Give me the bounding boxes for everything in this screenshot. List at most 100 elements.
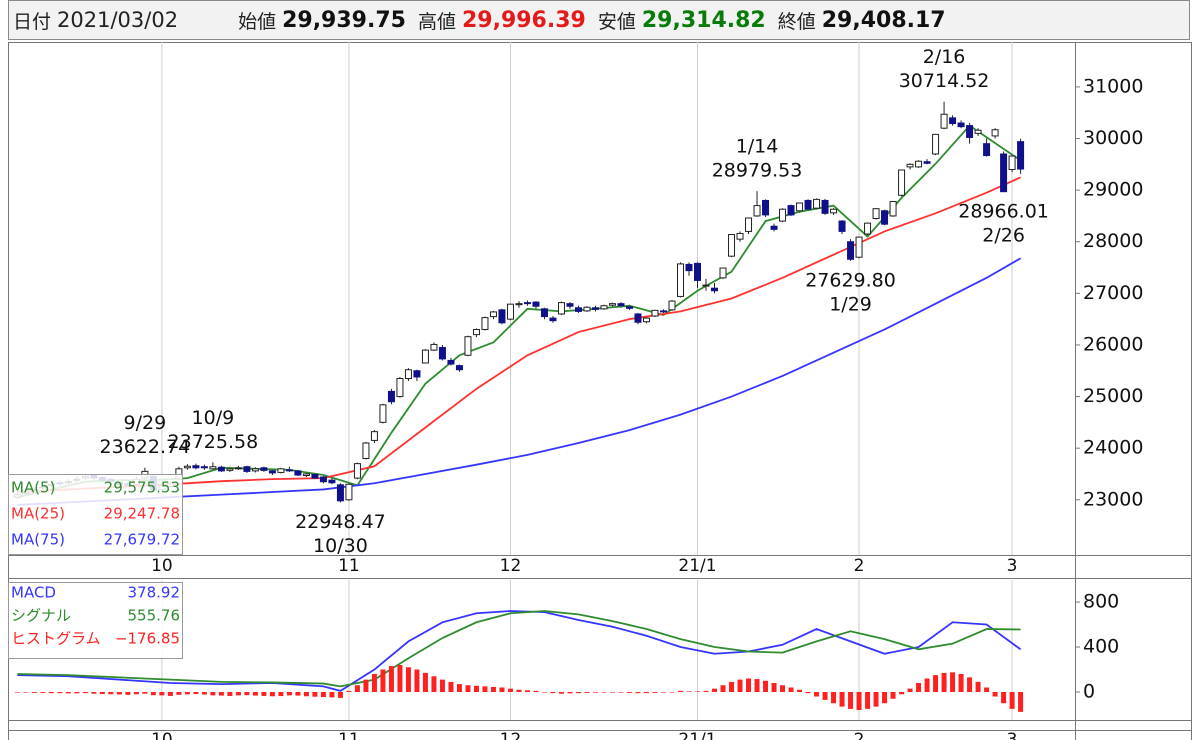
candle-body: [787, 205, 795, 216]
candle-body: [217, 466, 225, 472]
histogram-bar: [669, 692, 675, 693]
candle-body: [762, 199, 770, 216]
histogram-bar: [763, 680, 769, 692]
annotation-date: 10/30: [313, 535, 368, 557]
y-tick-label: 31000: [1083, 75, 1143, 97]
close-value: 29,408.17: [821, 7, 946, 33]
low-label: 安値: [597, 10, 636, 33]
candle-body: [796, 202, 804, 212]
y-tick-label: 23000: [1083, 488, 1143, 510]
candle-body: [200, 466, 208, 469]
histogram-bar: [831, 692, 837, 704]
histogram-bar: [490, 686, 496, 692]
plot-area: [14, 580, 1024, 720]
histogram-bar: [822, 692, 828, 700]
histogram-bar: [244, 692, 250, 696]
candle-body: [226, 468, 234, 471]
candle-body: [821, 199, 829, 214]
plot-layer: 10 11 12 21/1 2 32300024000250002600027000280…: [8, 42, 1143, 740]
candle-body: [472, 328, 480, 336]
candle-body: [813, 198, 821, 209]
legend-name: ヒストグラム: [11, 630, 101, 648]
histogram-bar: [984, 687, 990, 692]
histogram-bar: [116, 692, 122, 695]
histogram-bar: [465, 685, 471, 692]
histogram-bar: [218, 692, 224, 696]
histogram-bar: [354, 685, 360, 692]
histogram-bar: [933, 675, 939, 692]
open-value: 29,939.75: [282, 7, 406, 33]
histogram-bar: [439, 679, 445, 692]
histogram-bar: [839, 692, 845, 707]
histogram-bar: [524, 690, 530, 692]
candle-body: [711, 287, 719, 292]
candle-body: [268, 470, 276, 474]
histogram-bar: [584, 692, 590, 693]
histogram-bar: [320, 692, 326, 698]
line: [17, 610, 1022, 692]
histogram-bar: [882, 692, 888, 704]
histogram-bar: [269, 692, 275, 697]
histogram-bar: [695, 691, 701, 692]
candle-body: [362, 442, 370, 459]
histogram-bar: [575, 692, 581, 694]
histogram-bar: [422, 672, 428, 692]
candle-body: [387, 390, 395, 403]
legend-box: [8, 582, 183, 659]
candle-body: [719, 267, 727, 279]
date-value: 2021/03/02: [57, 8, 179, 32]
candle-body: [566, 303, 574, 307]
candle-body: [745, 217, 753, 232]
histogram-bar: [405, 667, 411, 692]
histogram-bar: [286, 692, 292, 696]
legend-name: MA(5): [11, 479, 55, 497]
candle-body: [438, 347, 446, 360]
candle-body: [413, 370, 421, 378]
histogram-bar: [686, 691, 692, 692]
candle-body: [379, 404, 387, 423]
candle-body: [234, 467, 242, 470]
line: [17, 176, 1021, 493]
candle-body: [549, 317, 557, 322]
histogram-bar: [133, 692, 139, 695]
histogram-bar: [746, 678, 752, 692]
histogram-bar: [592, 692, 598, 693]
candle-body: [260, 467, 268, 471]
candle-body: [864, 222, 872, 235]
candle-body: [940, 113, 948, 129]
histogram-bar: [507, 688, 513, 692]
x-tick-label: 12: [500, 556, 522, 576]
annotation-date: 9/29: [124, 412, 167, 434]
candle-body: [855, 236, 863, 258]
histogram-bar: [312, 692, 318, 697]
histogram-bar: [941, 672, 947, 692]
candle-body: [983, 143, 991, 157]
candle-body: [753, 205, 761, 217]
histogram-bar: [23, 692, 29, 693]
histogram-bar: [48, 692, 54, 694]
line: [17, 124, 1022, 499]
candle-body: [183, 465, 191, 469]
annotation-date: 1/29: [829, 293, 872, 315]
candle-body: [872, 208, 880, 220]
histogram-bar: [91, 692, 97, 694]
y-tick-label: 25000: [1083, 385, 1143, 407]
candle-body: [277, 468, 285, 473]
x-tick-label: 21/1: [678, 730, 716, 740]
histogram-bar: [550, 692, 556, 694]
histogram-bar: [958, 674, 964, 692]
candle-body: [608, 303, 616, 306]
histogram-bar: [729, 681, 735, 692]
x-tick-label: 2: [854, 556, 865, 576]
candle-body: [243, 466, 251, 472]
legend-value: 555.76: [128, 607, 181, 625]
histogram-bar: [635, 692, 641, 694]
histogram-bar: [856, 692, 862, 710]
candle-body: [677, 263, 685, 297]
candle-body: [302, 473, 310, 477]
histogram-bar: [329, 692, 335, 698]
candle-body: [421, 349, 429, 364]
candle-body: [923, 161, 931, 164]
histogram-bar: [473, 685, 479, 692]
